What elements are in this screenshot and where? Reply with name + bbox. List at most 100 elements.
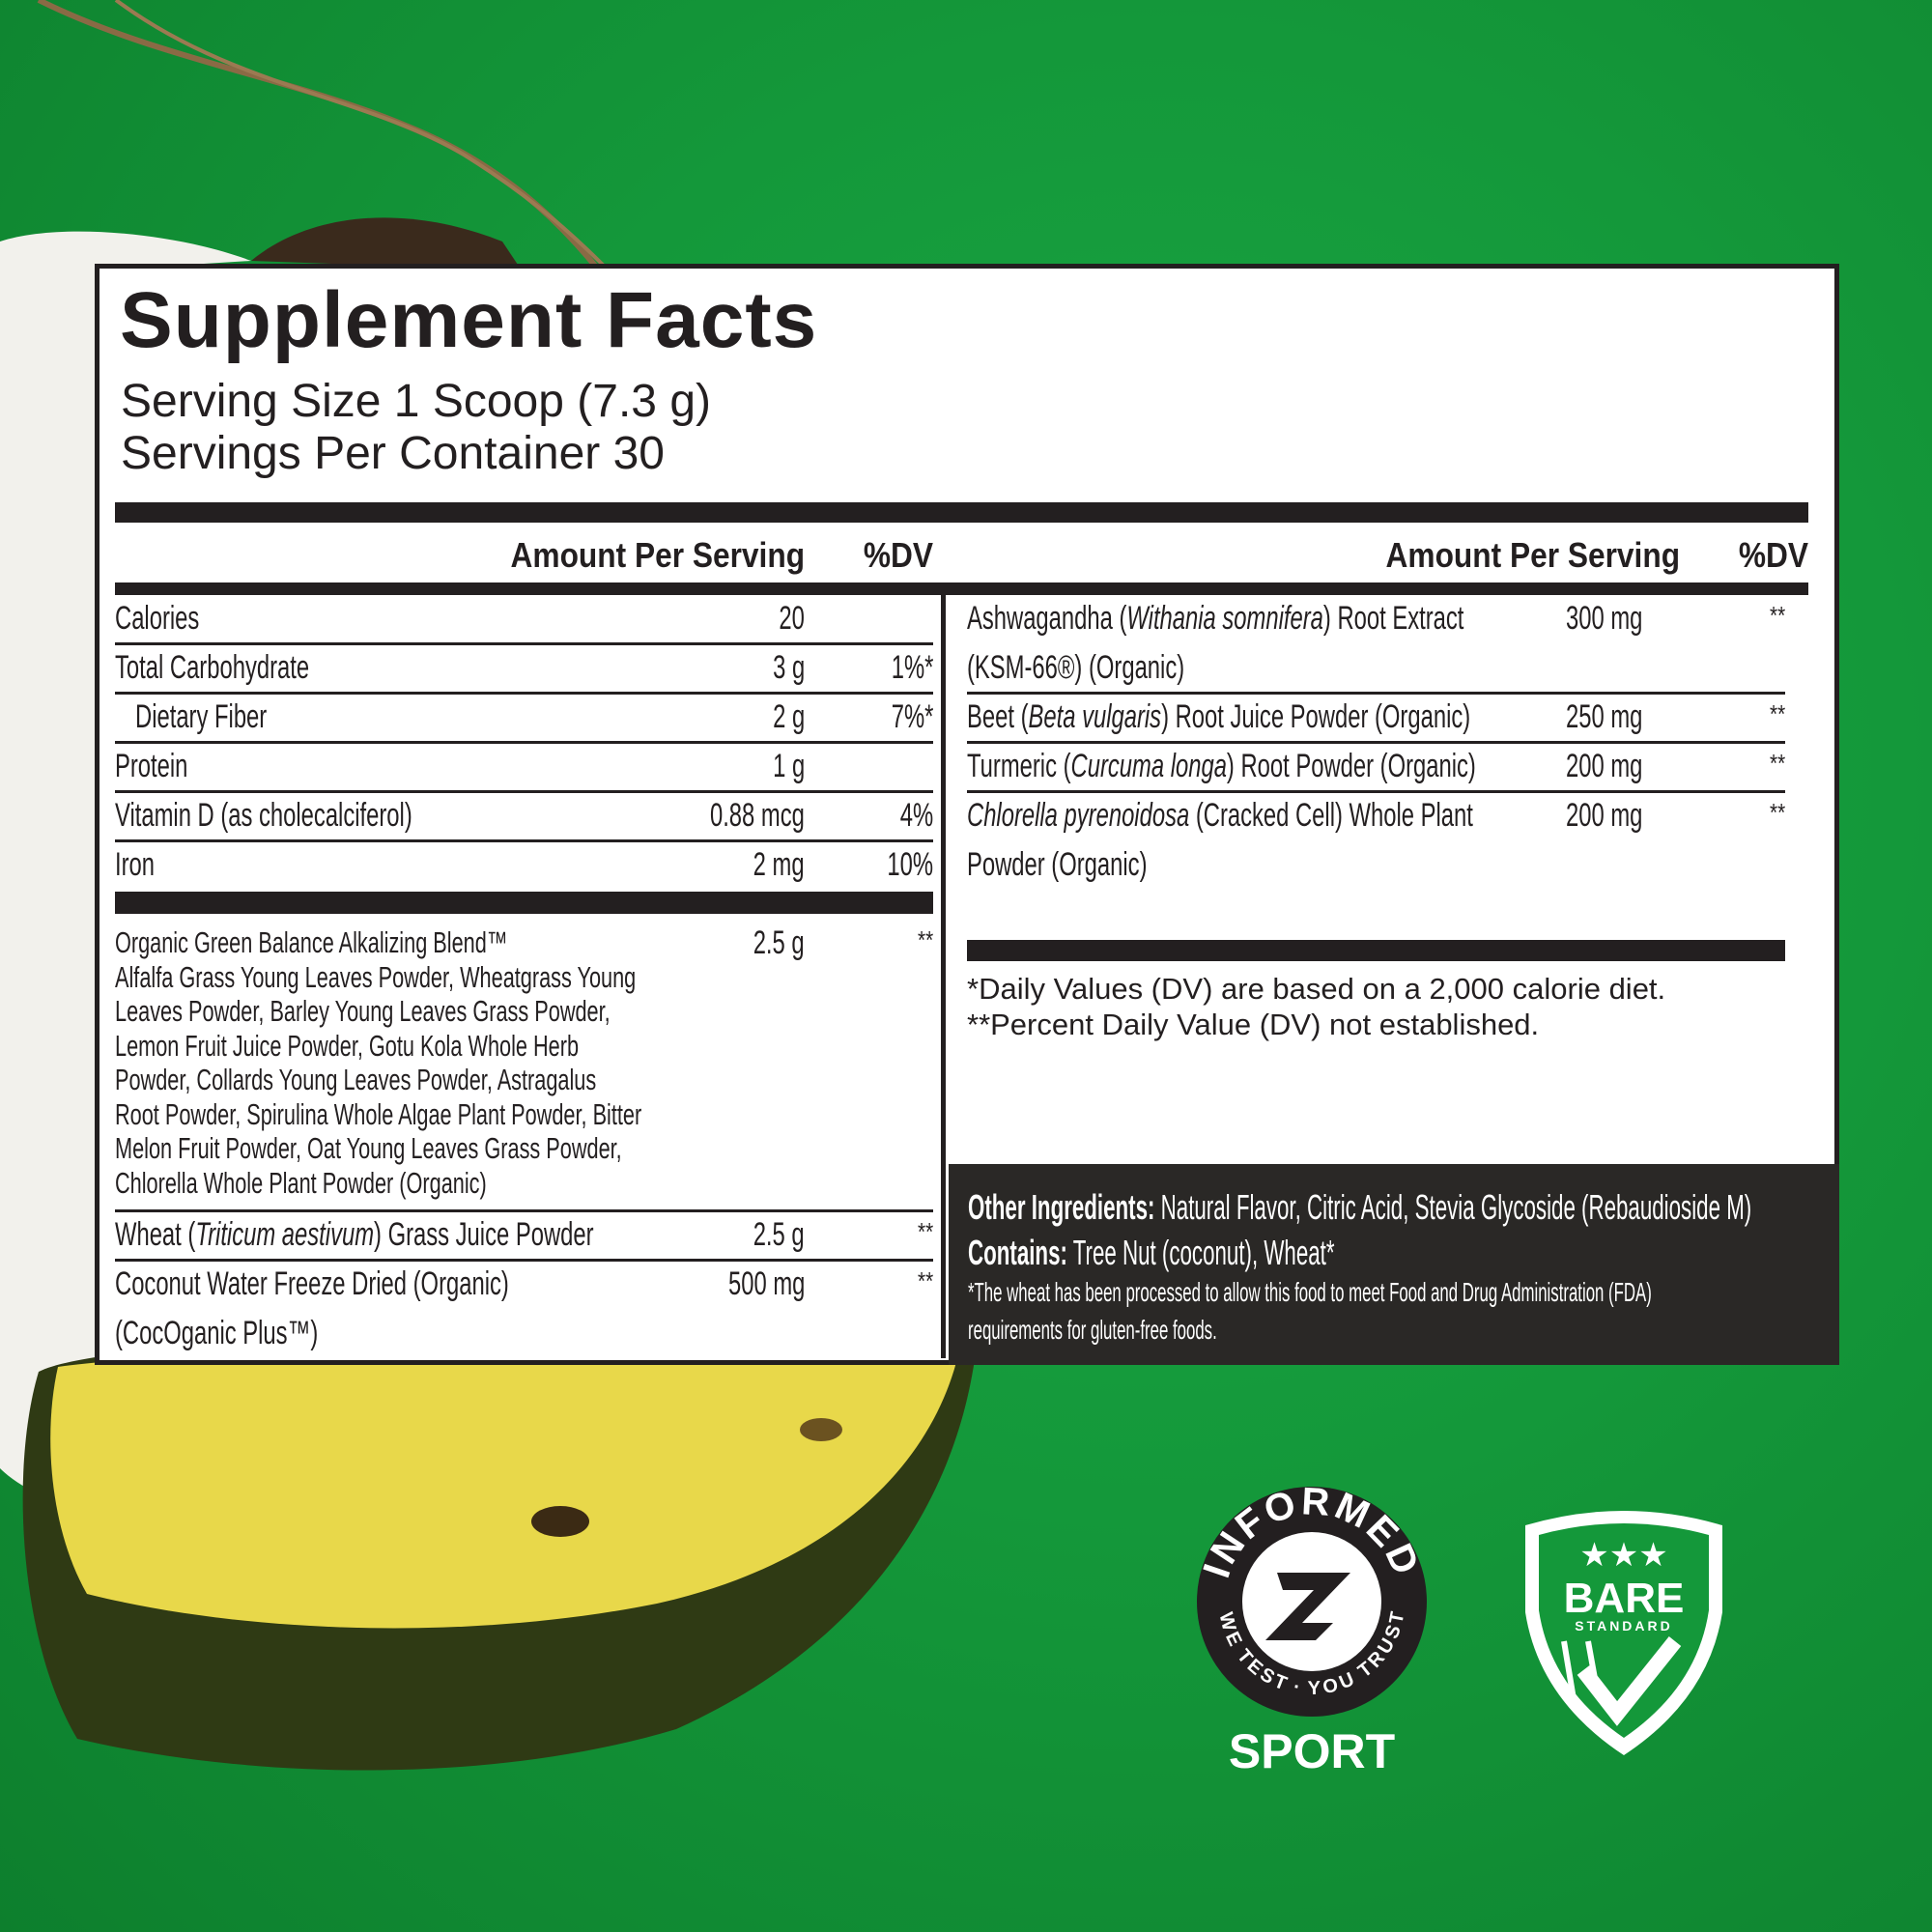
row-dv: 10% — [887, 846, 933, 883]
blend-amount: 2.5 g — [753, 924, 805, 961]
latin-name: Chlorella pyrenoidosa — [967, 797, 1190, 834]
name-pre: Turmeric ( — [967, 748, 1071, 784]
contains-label: Contains: — [968, 1233, 1067, 1272]
right-dv-header: %DV — [1738, 535, 1808, 575]
thick-divider — [115, 502, 1808, 523]
sport-text: SPORT — [1229, 1724, 1395, 1778]
row-amount: 3 g — [772, 649, 805, 686]
wheat-name: Wheat (Triticum aestivum) Grass Juice Po… — [115, 1215, 594, 1254]
row-divider — [115, 692, 933, 695]
row-dv: ** — [1769, 601, 1785, 630]
row-divider — [115, 1209, 933, 1212]
serving-size: Serving Size 1 Scoop (7.3 g) — [121, 376, 711, 427]
row-amount: 300 mg — [1566, 600, 1643, 637]
row-name: Vitamin D (as cholecalciferol) — [115, 797, 412, 834]
row-divider — [967, 790, 1785, 793]
pineapple-eye — [800, 1418, 842, 1441]
name-post: (Cracked Cell) Whole Plant — [1189, 797, 1473, 834]
row-name: Chlorella pyrenoidosa (Cracked Cell) Who… — [967, 796, 1473, 835]
row-divider — [115, 790, 933, 793]
row-name: Dietary Fiber — [135, 698, 268, 735]
name-pre: Ashwagandha ( — [967, 600, 1127, 637]
row-amount: 2 mg — [753, 846, 805, 883]
row-divider — [115, 839, 933, 842]
servings-per-container: Servings Per Container 30 — [121, 428, 665, 479]
blend-name: Organic Green Balance Alkalizing Blend™ — [115, 925, 508, 959]
twine — [114, 0, 620, 282]
pineapple-eye — [531, 1506, 589, 1537]
footnote-dv-not-established: **Percent Daily Value (DV) not establish… — [967, 1008, 1540, 1041]
blend-block: Organic Green Balance Alkalizing Blend™ … — [115, 925, 669, 1200]
row-divider — [115, 1259, 933, 1262]
row-amount: 0.88 mcg — [710, 797, 805, 834]
other-ingredients-box: Other Ingredients: Natural Flavor, Citri… — [949, 1164, 1839, 1365]
row-dv: 1%* — [891, 649, 933, 686]
coconut-name-line2: (CocOganic Plus™) — [115, 1315, 319, 1351]
row-dv: ** — [1769, 749, 1785, 778]
bare-text: BARE — [1564, 1575, 1685, 1622]
row-name: Turmeric (Curcuma longa) Root Powder (Or… — [967, 747, 1476, 785]
row-amount: 250 mg — [1566, 698, 1643, 735]
informed-z-icon — [1265, 1573, 1350, 1640]
wheat-note: *The wheat has been processed to allow t… — [968, 1277, 1652, 1307]
row-name: Beet (Beta vulgaris) Root Juice Powder (… — [967, 697, 1470, 736]
row-name-line2: Powder (Organic) — [967, 846, 1148, 883]
coconut-name: Coconut Water Freeze Dried (Organic) — [115, 1265, 509, 1302]
latin-name: Withania somnifera — [1126, 600, 1323, 637]
wheat-dv: ** — [917, 1217, 933, 1246]
row-dv: 4% — [899, 797, 933, 834]
stars-icon: ★★★ — [1579, 1537, 1667, 1574]
contains: Contains: Tree Nut (coconut), Wheat* — [968, 1233, 1335, 1273]
other-ingredients: Other Ingredients: Natural Flavor, Citri… — [968, 1187, 1751, 1228]
wheat-latin-name: Triticum aestivum — [195, 1216, 375, 1253]
pineapple-flesh — [50, 1351, 956, 1629]
thick-divider — [967, 940, 1785, 961]
row-dv: ** — [1769, 699, 1785, 728]
name-pre: Beet ( — [967, 698, 1029, 735]
coconut-amount: 500 mg — [727, 1265, 805, 1302]
standard-text: STANDARD — [1575, 1618, 1673, 1634]
coconut-flesh — [0, 231, 251, 1507]
name-post: ) Root Juice Powder (Organic) — [1161, 698, 1471, 735]
row-divider — [967, 741, 1785, 744]
column-divider — [941, 595, 946, 1358]
blend-ingredients: Alfalfa Grass Young Leaves Powder, Wheat… — [115, 959, 642, 1200]
row-name: Total Carbohydrate — [115, 649, 310, 686]
other-ingredients-text: Natural Flavor, Citric Acid, Stevia Glyc… — [1154, 1187, 1752, 1227]
thick-divider — [115, 892, 933, 914]
name-post: ) Root Extract — [1322, 600, 1464, 637]
wheat-name-post: ) Grass Juice Powder — [374, 1216, 594, 1253]
latin-name: Beta vulgaris — [1028, 698, 1162, 735]
row-name: Ashwagandha (Withania somnifera) Root Ex… — [967, 599, 1463, 638]
coconut-shell — [251, 217, 522, 270]
informed-sport-badge: INFORMED WE TEST · YOU TRUST SPORT — [1195, 1480, 1427, 1778]
label-title: Supplement Facts — [120, 276, 818, 364]
row-amount: 20 — [779, 600, 805, 637]
latin-name: Curcuma longa — [1070, 748, 1227, 784]
other-ingredients-label: Other Ingredients: — [968, 1187, 1155, 1227]
wheat-amount: 2.5 g — [753, 1216, 805, 1253]
wheat-name-pre: Wheat ( — [115, 1216, 196, 1253]
row-name: Calories — [115, 600, 200, 637]
left-amount-header: Amount Per Serving — [510, 535, 805, 575]
row-name: Iron — [115, 846, 156, 883]
right-amount-header: Amount Per Serving — [1385, 535, 1680, 575]
blend-dv: ** — [917, 925, 933, 954]
left-dv-header: %DV — [863, 535, 933, 575]
row-dv: ** — [1769, 798, 1785, 827]
row-divider — [115, 741, 933, 744]
contains-text: Tree Nut (coconut), Wheat* — [1066, 1233, 1335, 1272]
coconut-dv: ** — [917, 1266, 933, 1295]
name-post: ) Root Powder (Organic) — [1226, 748, 1476, 784]
row-amount: 200 mg — [1566, 748, 1643, 784]
row-name: Protein — [115, 748, 188, 784]
row-amount: 200 mg — [1566, 797, 1643, 834]
row-amount: 1 g — [772, 748, 805, 784]
bare-standard-badge: ★★★ BARE STANDARD — [1525, 1511, 1722, 1755]
wheat-note-line2: requirements for gluten-free foods. — [968, 1315, 1217, 1345]
row-name-line2: (KSM-66®) (Organic) — [967, 649, 1185, 686]
row-divider — [967, 692, 1785, 695]
row-amount: 2 g — [772, 698, 805, 735]
row-divider — [115, 642, 933, 645]
